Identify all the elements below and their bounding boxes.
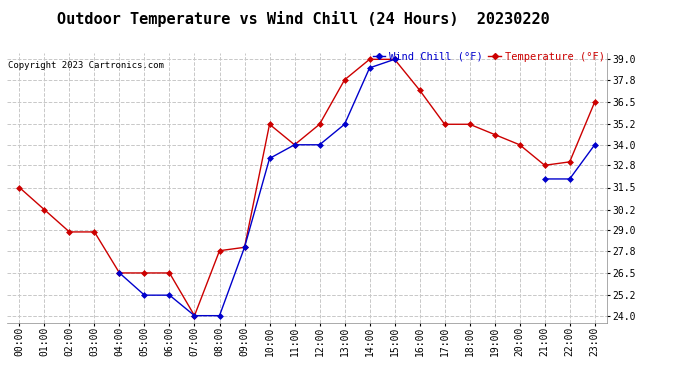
Text: Copyright 2023 Cartronics.com: Copyright 2023 Cartronics.com	[8, 61, 164, 70]
Legend: Wind Chill (°F), Temperature (°F): Wind Chill (°F), Temperature (°F)	[373, 52, 605, 62]
Text: Outdoor Temperature vs Wind Chill (24 Hours)  20230220: Outdoor Temperature vs Wind Chill (24 Ho…	[57, 11, 550, 27]
